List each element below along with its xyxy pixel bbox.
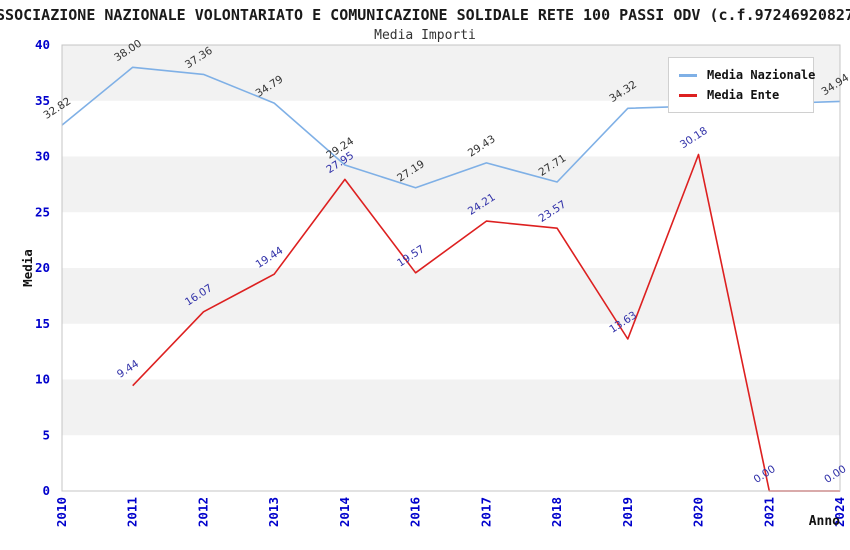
chart-subtitle: Media Importi [374, 28, 476, 43]
x-axis-tick-label: 2010 [54, 497, 69, 527]
plot-band [62, 435, 840, 491]
x-axis-tick-label: 2013 [266, 497, 281, 527]
x-axis-tick-label: 2019 [620, 497, 635, 527]
legend-swatch-blue [679, 73, 697, 77]
x-axis-tick-label: 2011 [125, 497, 140, 527]
y-axis-tick-label: 0 [42, 483, 50, 498]
y-axis-tick-label: 20 [35, 260, 50, 275]
y-axis-tick-label: 35 [35, 93, 50, 108]
y-axis-tick-label: 15 [35, 316, 50, 331]
x-axis-tick-label: 2024 [832, 497, 847, 527]
y-axis-tick-label: 10 [35, 372, 50, 387]
x-axis-tick-label: 2016 [408, 497, 423, 527]
plot-band [62, 156, 840, 213]
plot-band [62, 323, 840, 380]
y-axis-title: Media [20, 249, 35, 287]
legend-swatch-red [679, 93, 697, 97]
legend-item-media-ente: Media Ente [679, 85, 805, 105]
y-axis-tick-label: 5 [42, 427, 50, 442]
x-axis-tick-label: 2014 [337, 497, 352, 527]
legend-label: Media Ente [707, 88, 780, 102]
legend-item-media-nazionale: Media Nazionale [679, 65, 815, 85]
x-axis-title: Anno [809, 514, 840, 529]
chart-title: ASSOCIAZIONE NAZIONALE VOLONTARIATO E CO… [0, 6, 850, 24]
x-axis-tick-label: 2017 [478, 497, 493, 527]
x-axis-tick-label: 2012 [195, 497, 210, 527]
y-axis-tick-label: 25 [35, 204, 50, 219]
plot-band [62, 212, 840, 268]
plot-band [62, 268, 840, 324]
x-axis-tick-label: 2020 [691, 497, 706, 527]
y-axis-tick-label: 40 [35, 37, 50, 52]
chart-legend: Media Nazionale Media Ente [668, 57, 815, 113]
legend-label: Media Nazionale [707, 68, 816, 82]
plot-band [62, 379, 840, 436]
x-axis-tick-label: 2021 [761, 497, 776, 527]
series-line-1 [132, 153, 840, 492]
x-axis-tick-label: 2018 [549, 497, 564, 527]
plot-border [61, 44, 841, 492]
series-line-0 [61, 66, 841, 189]
y-axis-tick-label: 30 [35, 149, 50, 164]
